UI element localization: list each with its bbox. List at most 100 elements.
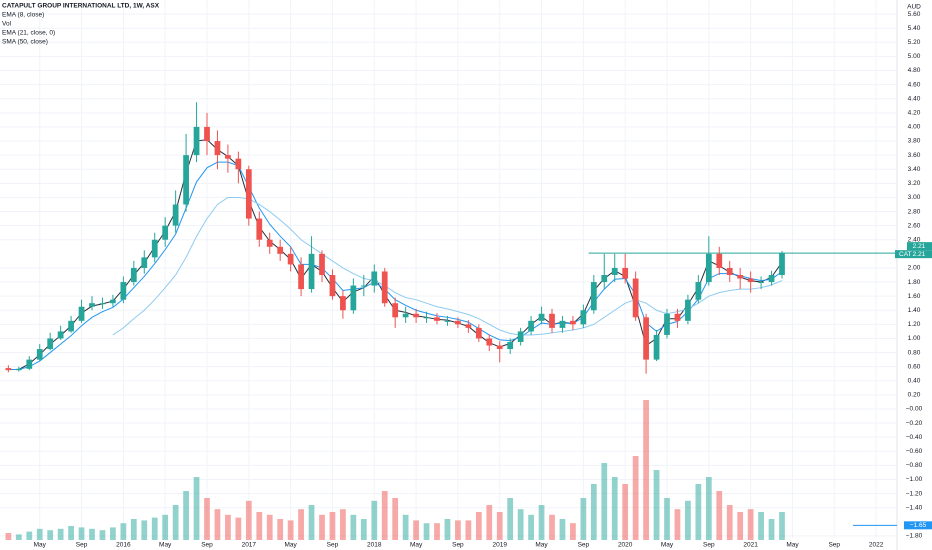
- y-tick-label: −1.00: [906, 476, 923, 483]
- volume-bar: [99, 530, 106, 540]
- volume-bar: [507, 498, 514, 540]
- candle-body: [455, 320, 461, 325]
- candle-body: [256, 218, 263, 240]
- candle-body: [674, 313, 681, 321]
- candle-body: [298, 264, 304, 290]
- y-tick-label: −0.60: [906, 448, 923, 455]
- volume-bar: [141, 520, 148, 540]
- volume-bar: [601, 463, 608, 540]
- volume-bar: [193, 477, 200, 540]
- volume-bar: [674, 509, 681, 540]
- price-axis: [897, 0, 932, 550]
- candle-body: [486, 338, 493, 346]
- volume-bar: [340, 509, 346, 540]
- y-tick-label: 1.20: [908, 321, 921, 328]
- volume-bar: [747, 509, 754, 540]
- y-tick-label: 2.00: [908, 265, 921, 272]
- candle-body: [685, 299, 691, 321]
- volume-bar: [130, 519, 137, 540]
- volume-bar: [15, 534, 22, 540]
- candle-body: [68, 320, 74, 332]
- y-tick-label: 2.80: [908, 208, 921, 215]
- candle-body: [444, 320, 451, 322]
- x-tick-label: Sep: [76, 542, 88, 549]
- x-tick-label: Sep: [703, 542, 715, 549]
- volume-bar: [716, 491, 723, 540]
- price-tag: [907, 242, 932, 251]
- candle-body: [340, 296, 346, 311]
- candle-body: [580, 310, 587, 325]
- volume-bar: [434, 523, 440, 540]
- volume-bar: [360, 519, 367, 540]
- candle-body: [151, 239, 158, 258]
- candle-body: [747, 278, 754, 283]
- x-tick-label: 2021: [743, 542, 758, 549]
- volume-bar: [517, 509, 524, 540]
- legend-entry: SMA (50, close): [2, 39, 48, 46]
- candle-body: [204, 126, 210, 142]
- volume-bar: [225, 514, 231, 540]
- symbol-tag-label: CAT: [899, 251, 912, 258]
- candle-body: [15, 368, 22, 371]
- candle-body: [36, 349, 43, 360]
- x-tick-label: Sep: [201, 542, 213, 549]
- volume-bar: [235, 517, 242, 540]
- y-tick-label: 1.40: [908, 307, 921, 314]
- candle-body: [779, 253, 785, 275]
- x-tick-label: 2019: [492, 542, 507, 549]
- x-tick-label: 2017: [242, 542, 257, 549]
- candle-body: [89, 303, 95, 307]
- candle-body: [538, 313, 545, 321]
- candle-body: [214, 141, 221, 156]
- candle-body: [423, 317, 430, 319]
- candle-body: [622, 267, 629, 279]
- candle-body: [225, 155, 231, 159]
- volume-bar: [643, 400, 649, 540]
- y-tick-label: 0.40: [908, 377, 921, 384]
- y-tick-label: 4.20: [908, 110, 921, 117]
- volume-bar: [204, 498, 210, 540]
- y-tick-label: 0.80: [908, 349, 921, 356]
- volume-bar: [308, 505, 315, 540]
- volume-bar: [329, 512, 336, 540]
- candle-body: [695, 282, 702, 300]
- volume-bar: [549, 514, 555, 540]
- volume-bar: [779, 512, 785, 540]
- candle-body: [632, 278, 639, 318]
- candle-body: [392, 303, 399, 318]
- y-tick-label: −1.80: [906, 533, 923, 540]
- x-tick-label: 2022: [869, 542, 884, 549]
- volume-bar: [256, 512, 263, 540]
- volume-bar: [183, 491, 189, 540]
- volume-bar: [653, 470, 660, 540]
- volume-bar: [455, 520, 461, 540]
- volume-bar: [392, 498, 399, 540]
- candle-body: [737, 275, 744, 279]
- candle-body: [172, 204, 179, 226]
- y-tick-label: 1.00: [908, 335, 921, 342]
- x-tick-label: 2020: [618, 542, 633, 549]
- candle-body: [245, 169, 252, 219]
- volume-bar: [758, 512, 764, 540]
- chart-title: CATAPULT GROUP INTERNATIONAL LTD, 1W, AS…: [2, 3, 160, 10]
- volume-bar: [444, 519, 451, 540]
- volume-bar: [559, 519, 566, 540]
- candle-body: [643, 317, 649, 360]
- volume-bar: [528, 514, 534, 540]
- x-tick-label: Sep: [578, 542, 590, 549]
- y-tick-label: −0.20: [906, 420, 923, 427]
- candle-body: [716, 253, 723, 268]
- volume-bar: [5, 533, 12, 540]
- volume-bar: [350, 514, 357, 540]
- y-tick-label: 2.60: [908, 222, 921, 229]
- candle-body: [705, 253, 712, 283]
- volume-bar: [151, 517, 158, 540]
- candle-body: [528, 320, 534, 332]
- volume-bar: [214, 509, 221, 540]
- candle-body: [277, 246, 284, 254]
- candle-body: [141, 257, 148, 268]
- symbol-tag-price: 2.21: [913, 251, 926, 258]
- volume-bar: [695, 484, 702, 540]
- candle-body: [653, 334, 660, 360]
- candle-body: [549, 313, 555, 328]
